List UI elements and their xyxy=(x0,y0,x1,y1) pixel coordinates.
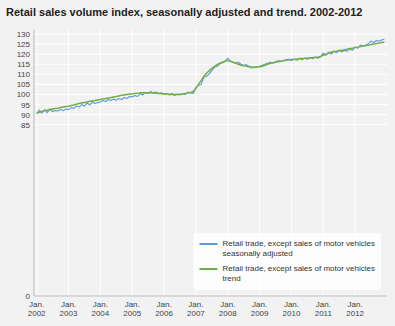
grid-line-x xyxy=(100,30,101,296)
series-line xyxy=(37,42,385,113)
legend-handle xyxy=(199,268,217,270)
grid-line-x xyxy=(164,30,165,296)
legend-label: Retail trade, except sales of motor vehi… xyxy=(222,264,375,283)
text-line: 2011 xyxy=(315,309,333,318)
legend: Retail trade, except sales of motor vehi… xyxy=(193,233,381,290)
text-line: Jan. xyxy=(316,300,331,309)
x-tick-label: Jan.2004 xyxy=(91,300,109,318)
text-line: Jan. xyxy=(188,300,203,309)
grid-line-y xyxy=(34,74,387,75)
x-tick-label: Jan.2008 xyxy=(219,300,237,318)
page: {"chart_data": {"type": "line", "title":… xyxy=(0,0,395,326)
y-tick-label: 85 xyxy=(21,121,30,130)
series-group xyxy=(37,39,385,114)
text-line: 2012 xyxy=(346,309,364,318)
x-tick-label: Jan.2012 xyxy=(346,300,364,318)
y-axis-line xyxy=(34,30,35,296)
x-tick-label: Jan.2009 xyxy=(251,300,269,318)
text-line: 2008 xyxy=(219,309,237,318)
grid-line-y xyxy=(34,124,387,125)
x-tick-label: Jan.2002 xyxy=(28,300,46,318)
text-line: Jan. xyxy=(252,300,267,309)
legend-box xyxy=(193,233,381,290)
x-tick-label: Jan.2003 xyxy=(60,300,78,318)
text-line: Retail trade, except sales of motor vehi… xyxy=(222,239,375,248)
chart: Retail sales volume index, seasonally ad… xyxy=(0,0,395,326)
x-tick-label: Jan.2005 xyxy=(123,300,141,318)
grid-line-x xyxy=(68,30,69,296)
text-line: 2002 xyxy=(28,309,46,318)
text-line: Jan. xyxy=(220,300,235,309)
text-line: Retail trade, except sales of motor vehi… xyxy=(222,264,375,273)
text-line: 2009 xyxy=(251,309,269,318)
grid-line-y xyxy=(34,104,387,105)
text-line: Jan. xyxy=(284,300,299,309)
legend-label: Retail trade, except sales of motor vehi… xyxy=(222,239,375,258)
x-tick-label: Jan.2006 xyxy=(155,300,173,318)
y-tick-label: 130 xyxy=(17,30,31,39)
text-line: 2004 xyxy=(91,309,109,318)
grid-line-x xyxy=(132,30,133,296)
y-tick-label: 100 xyxy=(17,90,31,99)
grid xyxy=(34,30,387,296)
grid-line-y xyxy=(34,54,387,55)
grid-line-y xyxy=(34,94,387,95)
y-tick-label: 105 xyxy=(17,80,31,89)
grid-line-y xyxy=(34,84,387,85)
y-tick-label: 90 xyxy=(21,111,30,120)
axes: 0859095100105110115120125130Jan.2002Jan.… xyxy=(17,30,387,318)
y-tick-label: 95 xyxy=(21,101,30,110)
grid-line-x xyxy=(36,30,37,296)
series-line xyxy=(37,39,385,114)
text-line: 2005 xyxy=(123,309,141,318)
text-line: Jan. xyxy=(93,300,108,309)
legend-handle xyxy=(199,243,217,245)
text-line: 2007 xyxy=(187,309,205,318)
text-line: 2003 xyxy=(60,309,78,318)
y-tick-label: 115 xyxy=(17,60,30,69)
y-tick-label: 125 xyxy=(17,40,31,49)
text-line: trend xyxy=(222,274,240,283)
title: Retail sales volume index, seasonally ad… xyxy=(6,6,362,18)
background xyxy=(0,0,395,326)
x-tick-label: Jan.2010 xyxy=(283,300,301,318)
text-line: Jan. xyxy=(348,300,363,309)
text-line: Jan. xyxy=(156,300,171,309)
grid-line-y xyxy=(34,114,387,115)
x-tick-label: Jan.2011 xyxy=(315,300,333,318)
x-tick-label: Jan.2007 xyxy=(187,300,205,318)
text-line: seasonally adjusted xyxy=(222,249,292,258)
y-tick-label: 110 xyxy=(17,70,30,79)
text-line: Jan. xyxy=(61,300,76,309)
grid-line-y xyxy=(34,64,387,65)
text-line: 2006 xyxy=(155,309,173,318)
text-line: Jan. xyxy=(125,300,140,309)
y-tick-label: 120 xyxy=(17,50,31,59)
grid-line-y xyxy=(34,34,387,35)
x-axis-line xyxy=(34,296,387,297)
text-line: Jan. xyxy=(29,300,44,309)
text-line: 2010 xyxy=(283,309,301,318)
grid-line-y xyxy=(34,296,387,297)
grid-line-y xyxy=(34,44,387,45)
